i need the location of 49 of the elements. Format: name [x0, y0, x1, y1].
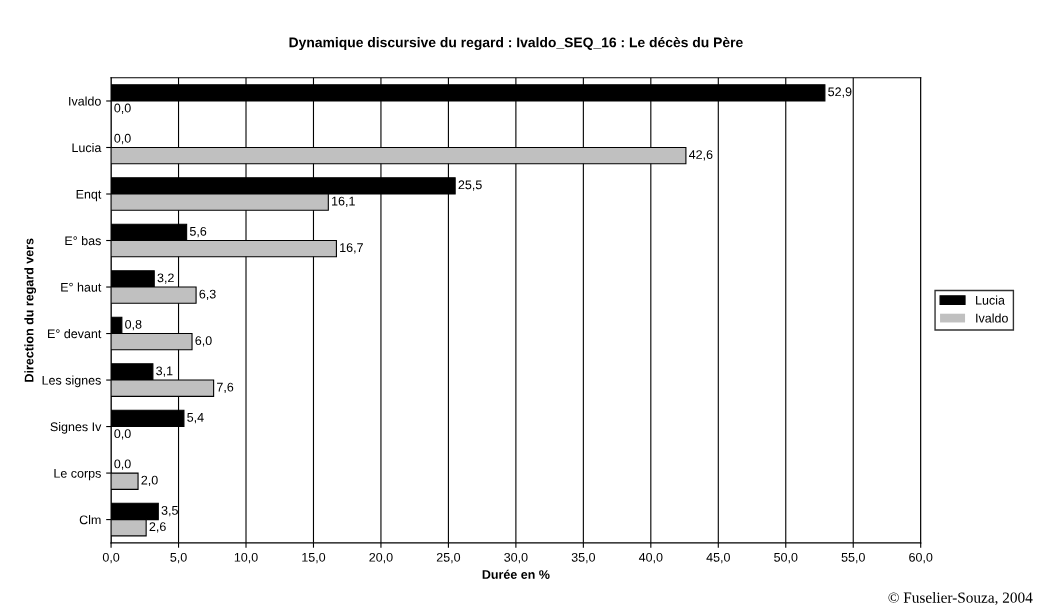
data-label: 16,7: [340, 243, 363, 254]
data-label: 5,4: [187, 413, 204, 424]
chart-title: Dynamique discursive du regard : Ivaldo_SEQ_16 : Le décès du Père: [289, 36, 743, 51]
data-label: 3,2: [157, 273, 174, 284]
data-label: 6,3: [199, 289, 216, 300]
x-tick-label: 15,0: [302, 552, 326, 564]
data-label: 2,6: [149, 522, 166, 533]
x-tick-label: 40,0: [638, 552, 663, 564]
data-label: 3,1: [156, 366, 173, 377]
legend-label: Lucia: [976, 295, 1005, 305]
data-label: 0,0: [114, 133, 131, 145]
y-tick-label: Les signes: [42, 375, 101, 388]
data-label: 52,9: [828, 87, 852, 98]
y-tick-label: Signes Iv: [50, 422, 102, 434]
x-tick-label: 10,0: [234, 552, 258, 564]
x-tick-label: 45,0: [706, 552, 730, 564]
y-tick-label: Le corps: [54, 469, 101, 481]
legend-label: Ivaldo: [976, 313, 1008, 323]
data-label: 6,0: [195, 336, 212, 347]
data-label: 7,6: [217, 382, 234, 394]
data-label: 0,0: [114, 429, 131, 440]
y-tick-label: Clm: [79, 515, 101, 525]
x-axis-title: Durée en %: [482, 569, 550, 579]
x-tick-label: 35,0: [571, 552, 596, 564]
data-label: 0,8: [125, 319, 142, 331]
y-axis-title: Direction du regard vers: [24, 238, 37, 382]
x-tick-label: 0,0: [102, 552, 120, 564]
x-tick-label: 5,0: [170, 552, 187, 564]
text: © Fuselier-Souza, 2004: [888, 592, 1033, 605]
y-tick-label: E° haut: [61, 282, 102, 292]
y-tick-label: Enqt: [76, 189, 102, 202]
x-tick-label: 60,0: [909, 552, 933, 564]
y-tick-label: Ivaldo: [69, 96, 101, 106]
x-tick-label: 20,0: [369, 552, 393, 564]
data-label: 3,5: [161, 505, 178, 517]
x-tick-label: 55,0: [841, 552, 865, 564]
data-label: 2,0: [141, 475, 158, 487]
y-tick-label: E° bas: [65, 235, 101, 246]
data-label: 0,0: [114, 459, 131, 470]
data-label: 16,1: [332, 196, 355, 207]
x-tick-label: 30,0: [504, 552, 528, 564]
x-tick-label: 25,0: [436, 552, 461, 564]
data-label: 0,0: [114, 103, 131, 114]
data-label: 5,6: [189, 226, 207, 238]
y-tick-label: Lucia: [72, 142, 102, 153]
y-tick-label: E° devant: [48, 329, 102, 339]
data-label: 42,6: [688, 150, 713, 161]
data-label: 25,5: [458, 180, 482, 191]
x-tick-label: 50,0: [774, 552, 798, 564]
